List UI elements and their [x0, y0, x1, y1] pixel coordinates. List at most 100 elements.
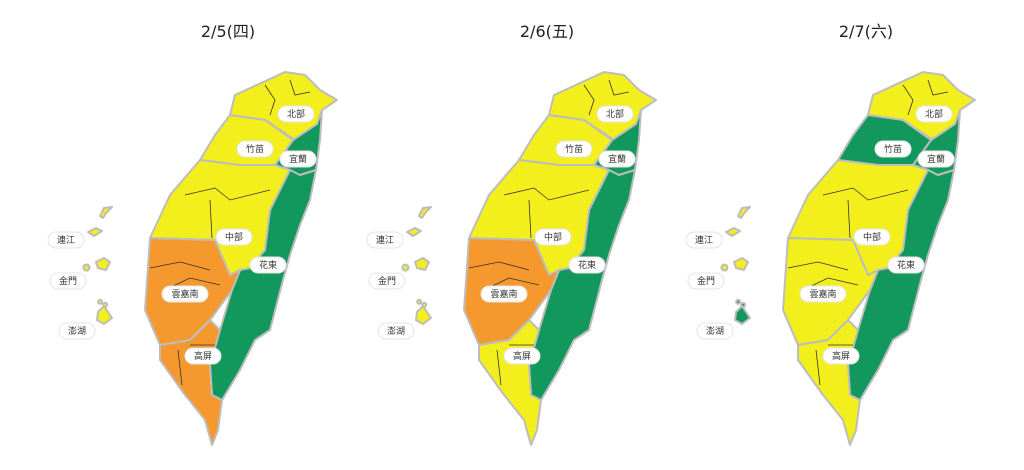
label-text: 花東 [578, 259, 596, 271]
label-pill [215, 228, 253, 246]
label-text: 竹苗 [884, 143, 902, 155]
label-text: 竹苗 [565, 143, 583, 155]
label-text: 金門 [697, 275, 715, 287]
label-yunjianan: 雲嘉南 [161, 285, 209, 303]
label-pill [685, 231, 723, 249]
label-pill [277, 105, 315, 123]
county-border-central [822, 187, 909, 239]
label-text: 北部 [925, 108, 943, 120]
label-matsu: 連江 [685, 231, 723, 249]
label-pill [503, 347, 541, 365]
label-pill [853, 228, 891, 246]
region-kinmen[interactable] [720, 257, 749, 272]
label-text: 連江 [695, 234, 713, 246]
label-text: 連江 [57, 234, 75, 246]
label-pill [161, 285, 209, 303]
county-border-gaoping [815, 344, 853, 386]
label-text: 澎湖 [706, 325, 724, 337]
label-text: 宜蘭 [927, 153, 945, 165]
county-border-central [184, 187, 271, 239]
label-huadong: 花東 [887, 256, 925, 274]
label-kinmen: 金門 [687, 272, 725, 290]
label-pill [236, 140, 274, 158]
label-pill [555, 140, 593, 158]
label-pill [596, 105, 634, 123]
label-text: 連江 [376, 234, 394, 246]
county-border-central [503, 187, 590, 239]
region-penghu[interactable] [96, 298, 113, 325]
region-kinmen[interactable] [401, 257, 430, 272]
label-text: 花東 [897, 259, 915, 271]
label-penghu: 澎湖 [58, 322, 96, 340]
label-text: 竹苗 [246, 143, 264, 155]
label-gaoping: 高屏 [822, 347, 860, 365]
label-text: 中部 [544, 231, 562, 243]
map-title-day1: 2/5(四) [200, 22, 256, 41]
map-title-day3: 2/7(六) [838, 22, 894, 41]
label-north: 北部 [277, 105, 315, 123]
label-pill [874, 140, 912, 158]
region-penghu[interactable] [415, 298, 432, 325]
label-north: 北部 [915, 105, 953, 123]
label-text: 澎湖 [68, 325, 86, 337]
label-pill [366, 231, 404, 249]
label-yilan: 宜蘭 [917, 150, 955, 168]
map-title-day2: 2/6(五) [519, 22, 575, 41]
label-pill [887, 256, 925, 274]
label-pill [822, 347, 860, 365]
label-text: 北部 [606, 108, 624, 120]
region-huadong[interactable] [847, 169, 955, 401]
label-text: 北部 [287, 108, 305, 120]
region-huadong[interactable] [209, 169, 317, 401]
label-matsu: 連江 [47, 231, 85, 249]
region-huadong[interactable] [528, 169, 636, 401]
label-pill [184, 347, 222, 365]
label-central: 中部 [215, 228, 253, 246]
label-zhumiao: 竹苗 [555, 140, 593, 158]
region-matsu[interactable] [406, 206, 432, 237]
label-huadong: 花東 [249, 256, 287, 274]
label-pill [49, 272, 87, 290]
label-pill [249, 256, 287, 274]
label-central: 中部 [853, 228, 891, 246]
label-text: 金門 [59, 275, 77, 287]
label-matsu: 連江 [366, 231, 404, 249]
label-text: 澎湖 [387, 325, 405, 337]
label-pill [377, 322, 415, 340]
label-pill [480, 285, 528, 303]
label-pill [47, 231, 85, 249]
label-yilan: 宜蘭 [598, 150, 636, 168]
label-pill [598, 150, 636, 168]
label-text: 宜蘭 [289, 153, 307, 165]
label-yunjianan: 雲嘉南 [480, 285, 528, 303]
label-text: 中部 [863, 231, 881, 243]
label-gaoping: 高屏 [184, 347, 222, 365]
region-matsu[interactable] [87, 206, 113, 237]
label-pill [917, 150, 955, 168]
county-border-north [902, 79, 949, 116]
label-text: 花東 [259, 259, 277, 271]
label-pill [696, 322, 734, 340]
label-pill [279, 150, 317, 168]
label-zhumiao: 竹苗 [874, 140, 912, 158]
label-central: 中部 [534, 228, 572, 246]
region-matsu[interactable] [725, 206, 751, 237]
county-border-north [583, 79, 630, 116]
label-kinmen: 金門 [368, 272, 406, 290]
region-penghu[interactable] [734, 298, 751, 325]
label-text: 高屏 [194, 350, 212, 362]
county-border-gaoping [177, 344, 215, 386]
region-kinmen[interactable] [82, 257, 111, 272]
label-text: 中部 [225, 231, 243, 243]
label-text: 雲嘉南 [171, 288, 198, 300]
label-text: 金門 [378, 275, 396, 287]
label-text: 雲嘉南 [490, 288, 517, 300]
label-text: 高屏 [832, 350, 850, 362]
label-kinmen: 金門 [49, 272, 87, 290]
label-huadong: 花東 [568, 256, 606, 274]
label-text: 宜蘭 [608, 153, 626, 165]
